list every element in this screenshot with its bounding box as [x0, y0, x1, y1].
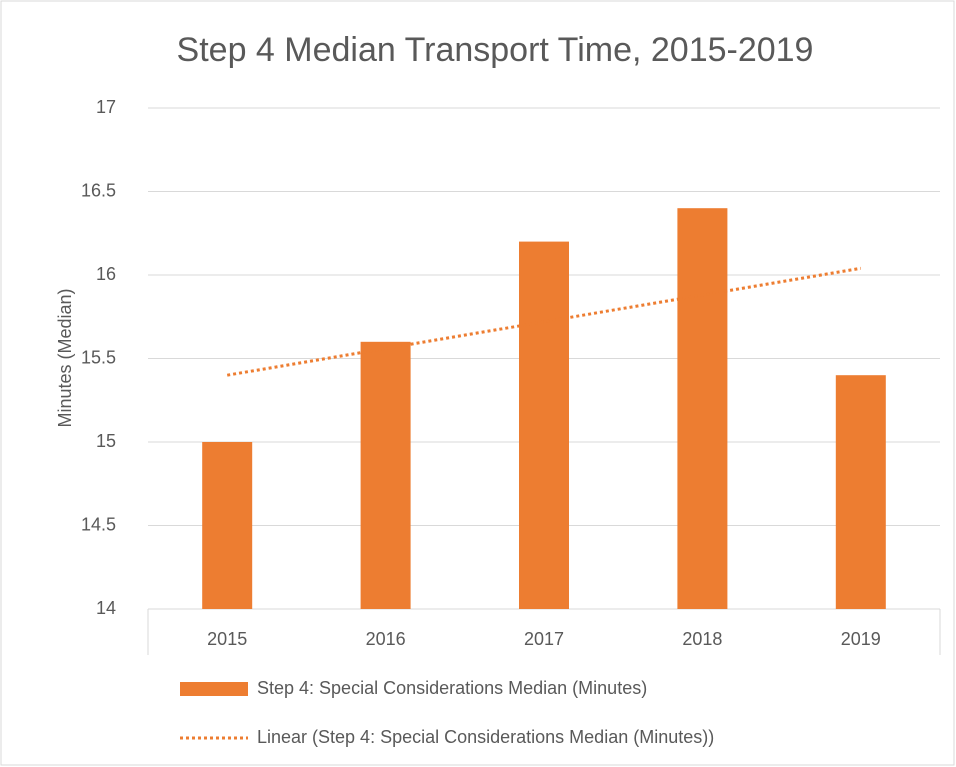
legend-label: Linear (Step 4: Special Considerations M… — [257, 727, 714, 747]
x-tick-label: 2015 — [207, 629, 247, 649]
y-axis-label: Minutes (Median) — [55, 288, 75, 427]
x-tick-label: 2017 — [524, 629, 564, 649]
x-tick-label: 2016 — [366, 629, 406, 649]
legend-swatch — [180, 682, 248, 696]
y-tick-label: 17 — [96, 97, 116, 117]
bar — [360, 341, 411, 609]
trend-line — [226, 266, 862, 377]
chart-title: Step 4 Median Transport Time, 2015-2019 — [177, 31, 814, 69]
bar — [519, 241, 569, 609]
legend-label: Step 4: Special Considerations Median (M… — [257, 678, 647, 698]
x-tick-label: 2019 — [841, 629, 881, 649]
y-tick-label: 14 — [96, 598, 116, 618]
y-tick-label: 16 — [96, 264, 116, 284]
x-tick-label: 2018 — [682, 629, 722, 649]
bar — [835, 375, 886, 609]
y-tick-label: 15 — [96, 431, 116, 451]
bar — [677, 208, 728, 609]
y-tick-label: 15.5 — [81, 347, 116, 367]
y-tick-label: 16.5 — [81, 180, 116, 200]
y-tick-label: 14.5 — [81, 514, 116, 534]
bar — [202, 442, 253, 609]
